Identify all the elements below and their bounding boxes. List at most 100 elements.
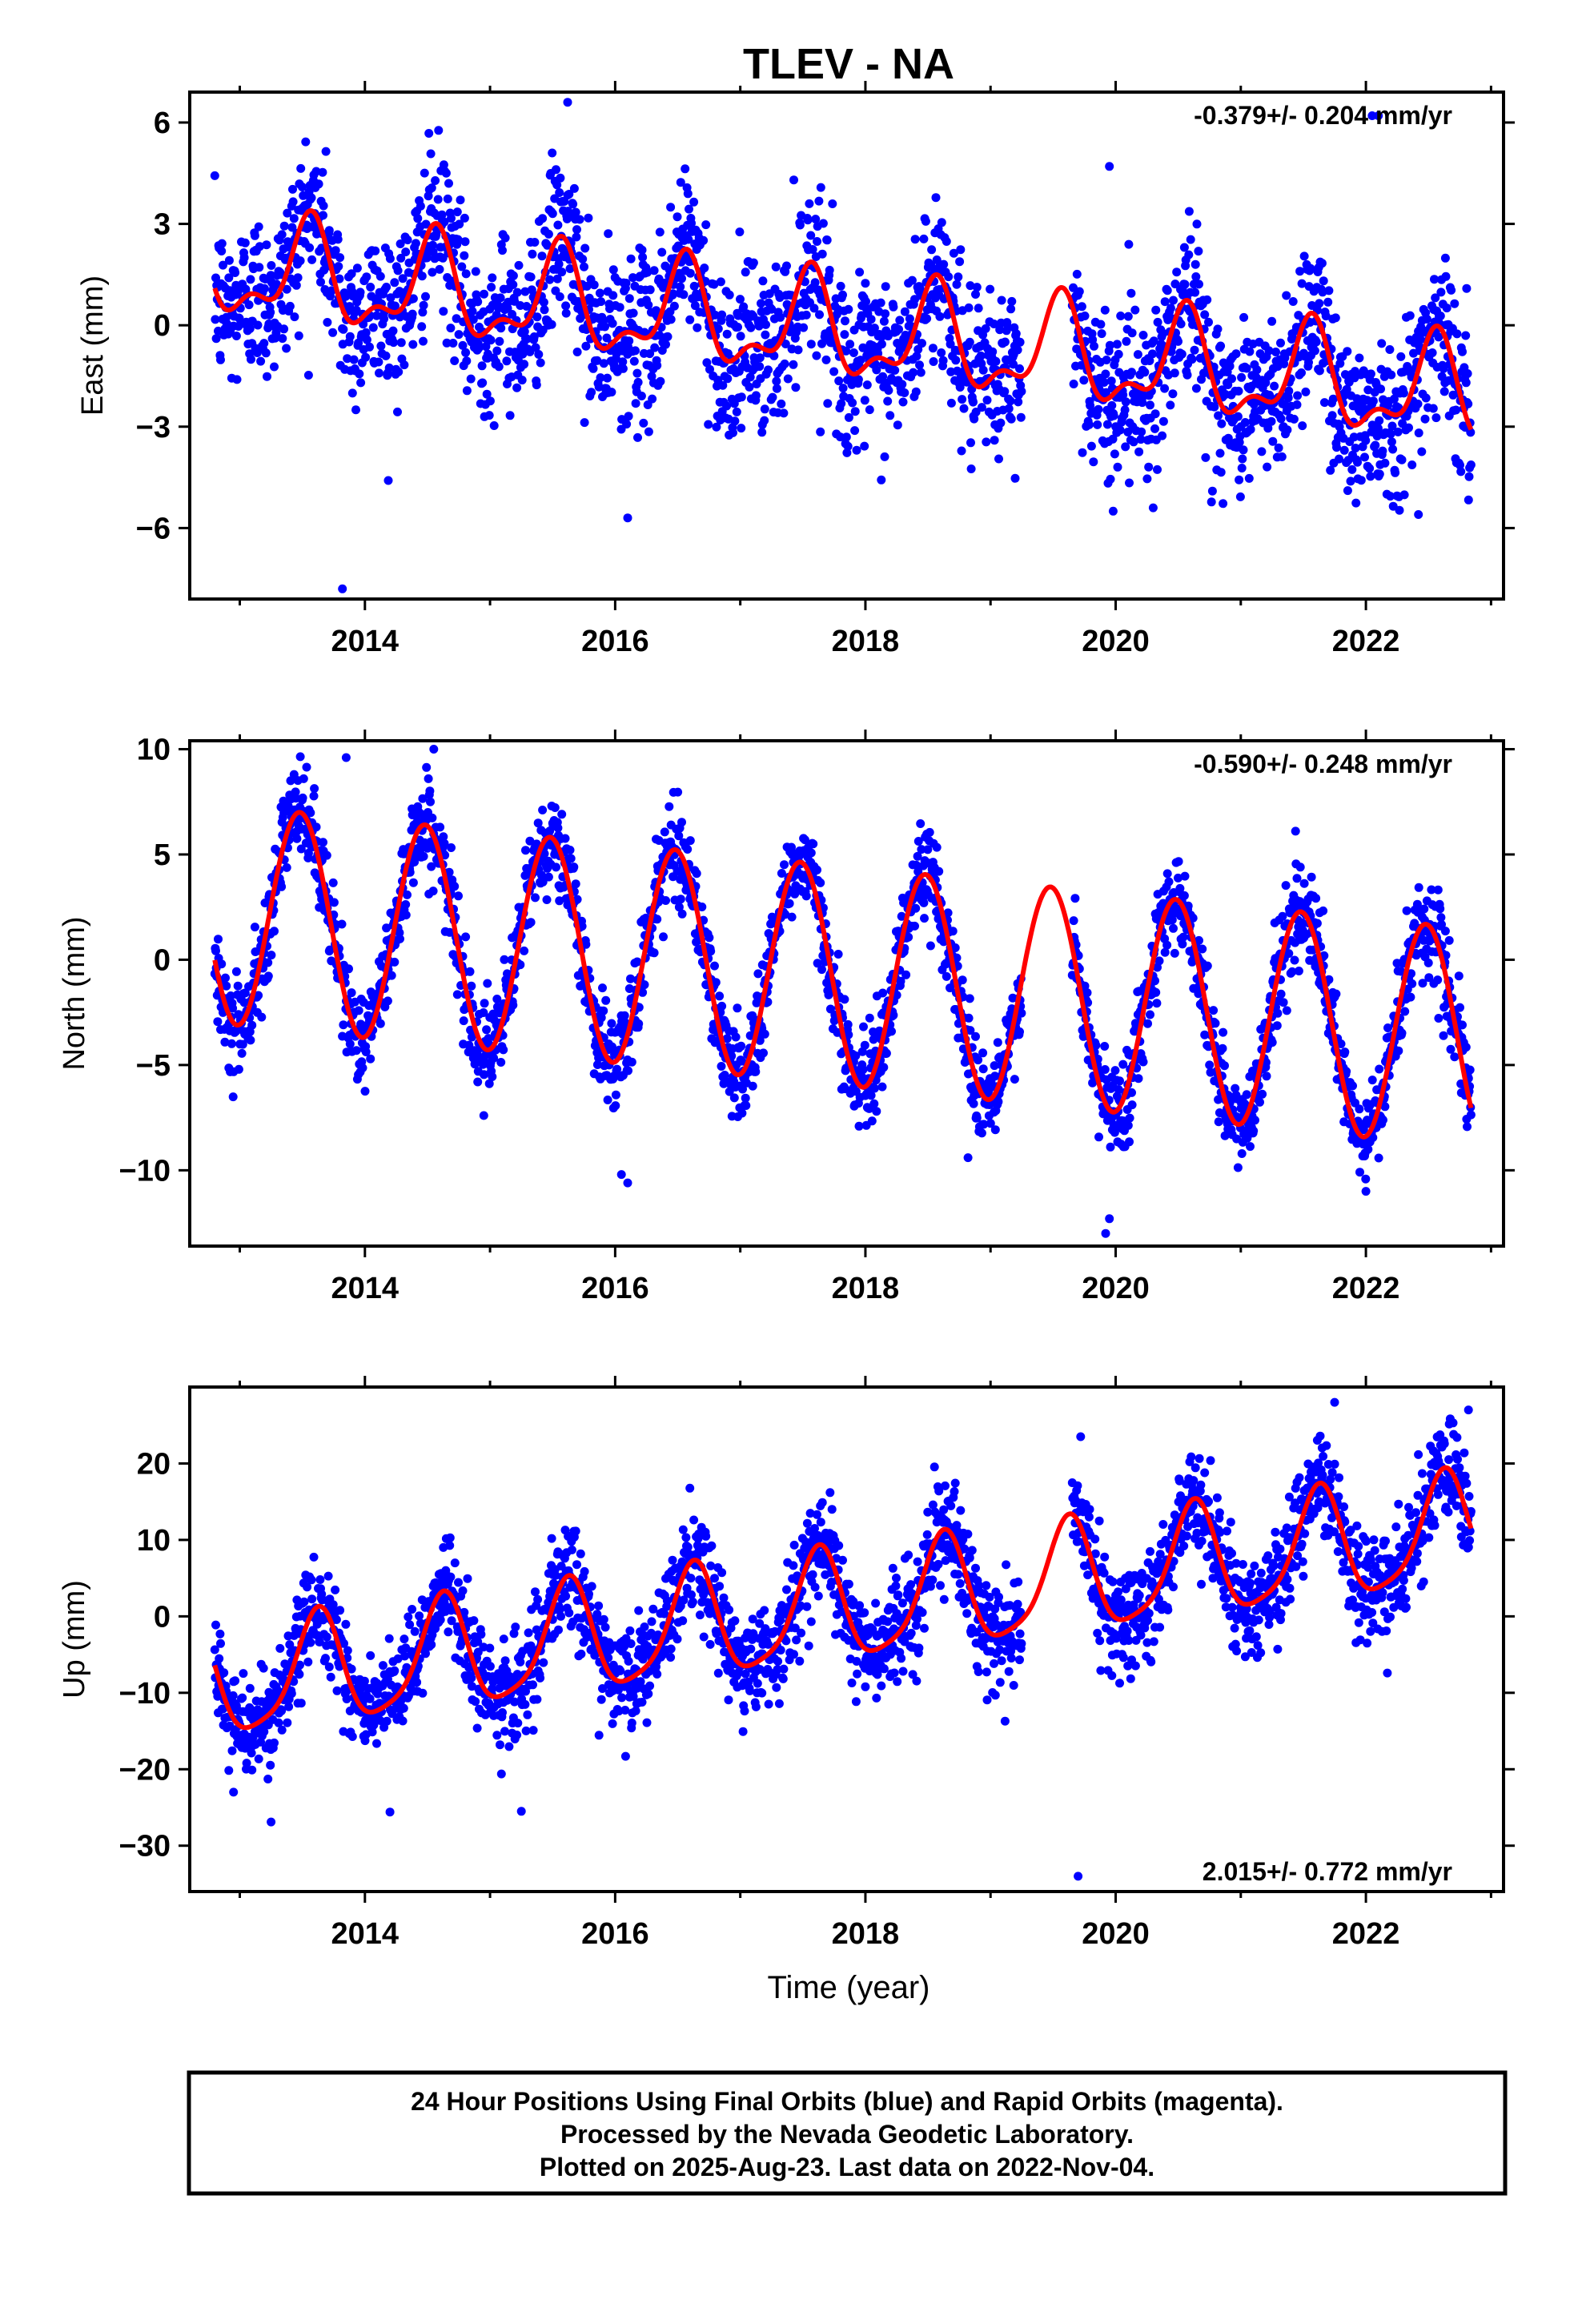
east-point [328,328,338,337]
north-point [401,900,411,909]
east-point [385,254,395,263]
east-point [878,372,888,381]
east-point [1237,464,1247,472]
east-point [1289,414,1299,424]
north-point [596,1013,606,1023]
north-point [994,1097,1003,1107]
north-point [1251,1116,1259,1125]
east-point [1134,447,1144,456]
north-point [454,891,463,901]
north-point [1414,883,1423,892]
east-point [812,351,821,360]
east-point [450,356,460,365]
north-point [611,1101,620,1111]
east-point [1118,390,1128,400]
east-point [480,289,488,299]
east-point [1010,473,1020,483]
east-point [1160,297,1170,307]
north-point [1127,1088,1136,1097]
east-point [1093,420,1102,429]
north-point [889,1011,898,1020]
north-point [601,995,611,1005]
east-point [795,220,805,230]
east-point [578,255,588,263]
east-point [801,310,811,320]
east-point [755,353,765,363]
east-point [1121,397,1130,407]
east-point [389,338,399,348]
east-point [1395,505,1404,515]
east-point [639,418,648,428]
north-point [705,933,714,943]
north-point [1110,1066,1120,1076]
east-point [811,215,821,224]
north-point [697,903,707,911]
east-xtick-label: 2022 [1332,625,1400,658]
north-point [428,813,437,822]
east-point [301,137,311,147]
east-point [730,416,740,426]
north-point [426,797,435,806]
east-point [508,280,518,289]
north-point [1094,1132,1103,1142]
north-point [1214,1117,1223,1127]
east-point [849,348,858,357]
east-point [916,368,926,377]
east-point [362,335,371,344]
north-point [816,878,825,887]
north-point [897,911,906,921]
east-point [1122,336,1131,346]
east-point [495,336,504,346]
east-point [517,376,527,385]
east-point [915,360,924,370]
north-point [751,1067,761,1076]
east-point [1373,424,1383,433]
north-point [1017,1008,1026,1018]
north-point [806,848,816,858]
east-point [1006,414,1016,424]
east-point [1138,398,1147,408]
east-point [746,323,756,332]
east-point [772,384,781,393]
east-point [403,235,412,245]
east-point [655,331,665,340]
east-point [277,230,287,239]
east-point [699,235,709,245]
east-point [282,344,291,353]
east-point [1191,287,1200,297]
east-point [836,281,845,291]
east-point [898,397,908,407]
north-point [303,848,313,858]
east-point [1310,346,1319,356]
east-point [466,374,476,384]
east-outlier-point [1105,162,1114,171]
north-point [492,995,502,1003]
east-point [1335,359,1345,368]
east-point [502,356,512,366]
east-points [210,98,1476,593]
east-point [307,255,317,264]
north-point [1289,903,1299,913]
east-point [508,271,518,280]
north-point [1379,1116,1387,1124]
north-point [1082,988,1092,998]
east-point [1346,476,1355,486]
east-point [468,315,478,324]
east-point [957,446,966,456]
east-point [1326,465,1335,475]
east-point [972,283,982,292]
east-point [1366,369,1375,379]
north-point [542,895,552,904]
north-point [557,810,567,819]
east-point [679,290,689,300]
north-point [611,1090,620,1100]
east-point [1430,275,1439,284]
north-point [1407,979,1417,988]
north-point [866,1091,876,1100]
east-point [937,348,946,357]
north-point [238,1039,247,1049]
north-point [571,879,580,889]
north-point [710,961,719,971]
east-point [946,398,956,408]
east-point [552,180,562,190]
